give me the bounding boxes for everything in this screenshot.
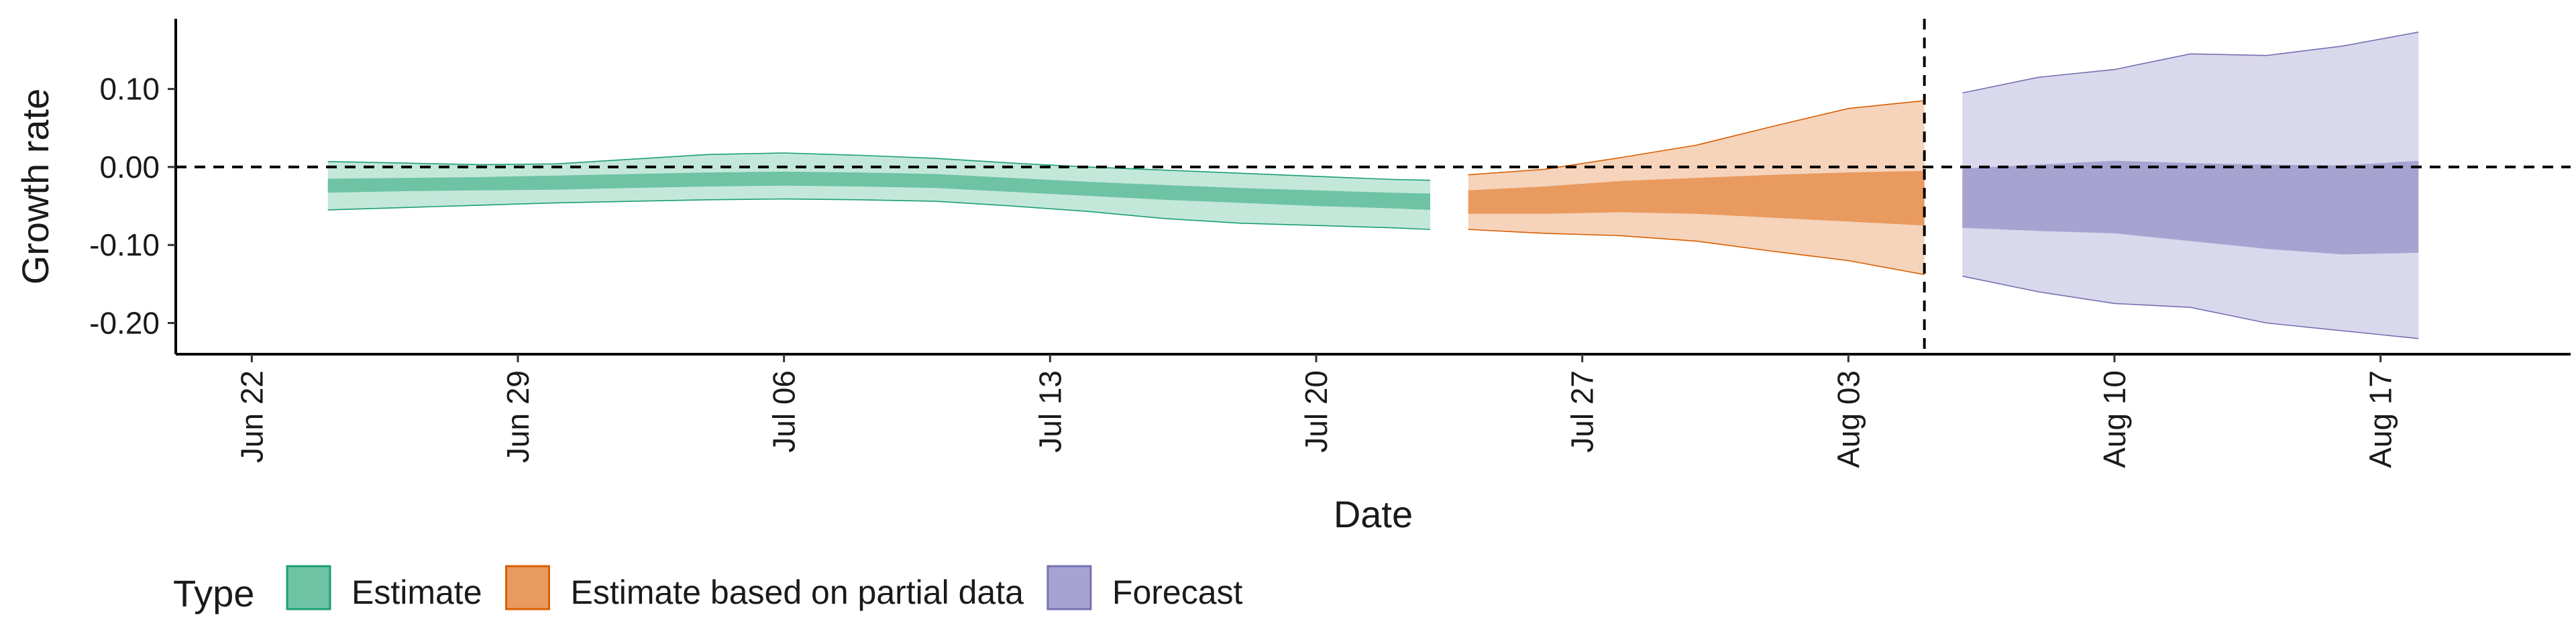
legend-label-estimate: Estimate	[352, 574, 482, 611]
band-50-forecast	[1962, 160, 2419, 255]
x-tick-label: Aug 10	[2097, 370, 2132, 468]
legend-key-estimate	[286, 565, 331, 610]
legend-label-estimate-based-on-partial-data: Estimate based on partial data	[571, 574, 1024, 611]
x-tick-label: Jun 22	[234, 370, 269, 463]
y-axis-title: Growth rate	[14, 89, 56, 285]
x-tick-label: Aug 03	[1831, 370, 1866, 468]
y-tick-label: 0.10	[99, 72, 160, 107]
axes: 0.10 0.00 -0.10 -0.20 Jun 22 Jun 29 Jul 06 Jul …	[14, 19, 2571, 535]
band-50-estimate-based-on-partial-data	[1468, 170, 1925, 226]
legend-key-estimate-based-on-partial-data	[505, 565, 551, 610]
band-upper-edge-estimate-based-on-partial-data	[1468, 100, 1925, 176]
ribbon-layer	[327, 32, 2419, 339]
band-90-estimate	[327, 153, 1431, 229]
band-50-estimate	[327, 171, 1431, 210]
y-tick-label: -0.20	[89, 305, 160, 340]
band-lower-edge-forecast	[1962, 275, 2419, 339]
band-lower-edge-estimate-based-on-partial-data	[1468, 229, 1925, 276]
band-upper-edge-forecast	[1962, 32, 2419, 94]
x-tick-label: Aug 17	[2363, 370, 2398, 468]
y-tick-label: 0.00	[99, 150, 160, 184]
legend-label-forecast: Forecast	[1112, 574, 1243, 611]
legend-title: Type	[173, 572, 254, 614]
x-tick-label: Jul 06	[767, 370, 802, 453]
x-tick-label: Jul 27	[1565, 370, 1600, 453]
x-tick-label: Jun 29	[500, 370, 535, 463]
reference-lines	[176, 19, 2571, 354]
x-tick-label: Jul 13	[1032, 370, 1067, 453]
band-upper-edge-estimate	[327, 152, 1431, 181]
legend-key-forecast	[1046, 565, 1092, 610]
x-axis-title: Date	[1334, 493, 1413, 535]
legend: Type Estimate Estimate based on partial da…	[173, 565, 1243, 614]
band-lower-edge-estimate	[327, 198, 1431, 230]
y-tick-label: -0.10	[89, 227, 160, 262]
x-tick-label: Jul 20	[1299, 370, 1334, 453]
